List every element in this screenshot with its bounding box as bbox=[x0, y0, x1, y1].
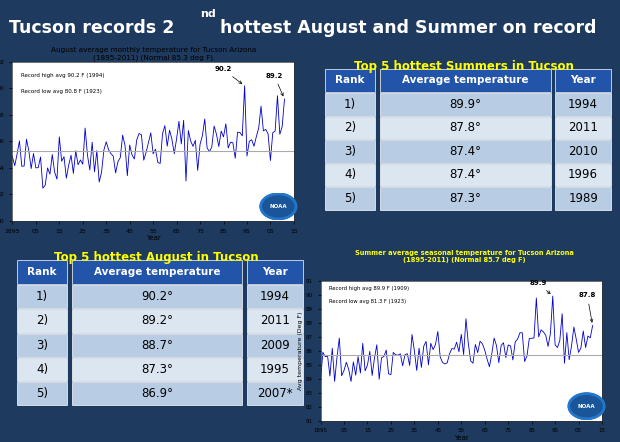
Text: 1): 1) bbox=[344, 98, 356, 111]
Bar bbox=[379, 140, 551, 163]
Text: 2010: 2010 bbox=[569, 145, 598, 158]
Bar bbox=[379, 117, 551, 139]
Bar bbox=[17, 334, 67, 357]
Bar bbox=[326, 164, 375, 186]
Bar bbox=[71, 358, 242, 381]
Bar bbox=[247, 358, 303, 381]
Text: 87.8°: 87.8° bbox=[450, 122, 481, 134]
Circle shape bbox=[260, 194, 296, 219]
Text: Top 5 hottest August in Tucson: Top 5 hottest August in Tucson bbox=[54, 251, 259, 264]
Text: Average temperature: Average temperature bbox=[402, 76, 528, 85]
Text: nd: nd bbox=[200, 9, 215, 19]
Bar bbox=[326, 187, 375, 210]
Bar bbox=[326, 117, 375, 139]
Text: 4): 4) bbox=[36, 363, 48, 376]
Text: Rank: Rank bbox=[27, 267, 57, 277]
Text: Record high avg 90.2 F (1994): Record high avg 90.2 F (1994) bbox=[21, 73, 104, 78]
Text: 88.7°: 88.7° bbox=[141, 339, 173, 352]
Text: 2007*: 2007* bbox=[257, 387, 293, 400]
Bar bbox=[71, 259, 242, 284]
Text: 87.4°: 87.4° bbox=[449, 168, 481, 181]
Text: 1995: 1995 bbox=[260, 363, 290, 376]
Bar bbox=[326, 69, 375, 92]
Bar bbox=[555, 140, 611, 163]
Circle shape bbox=[569, 393, 604, 419]
Text: 2009: 2009 bbox=[260, 339, 290, 352]
X-axis label: Year: Year bbox=[146, 235, 161, 241]
Text: 87.4°: 87.4° bbox=[449, 145, 481, 158]
Bar bbox=[247, 382, 303, 405]
Text: Tucson records 2: Tucson records 2 bbox=[9, 19, 174, 37]
Text: 89.9°: 89.9° bbox=[449, 98, 481, 111]
Text: Year: Year bbox=[262, 267, 288, 277]
Bar bbox=[71, 334, 242, 357]
Bar bbox=[555, 164, 611, 186]
Text: Year: Year bbox=[570, 76, 596, 85]
Bar bbox=[379, 93, 551, 116]
Bar bbox=[17, 358, 67, 381]
Bar bbox=[379, 187, 551, 210]
Text: 87.3°: 87.3° bbox=[450, 192, 481, 205]
Text: 89.2°: 89.2° bbox=[141, 314, 173, 328]
Bar bbox=[17, 285, 67, 308]
Text: 3): 3) bbox=[344, 145, 356, 158]
Bar bbox=[17, 309, 67, 332]
Text: 1994: 1994 bbox=[260, 290, 290, 303]
Title: August average monthly temperature for Tucson Arizona
(1895-2011) (Normal 85.3 d: August average monthly temperature for T… bbox=[50, 46, 256, 61]
Bar bbox=[326, 140, 375, 163]
Text: 5): 5) bbox=[36, 387, 48, 400]
Text: Record high avg 89.9 F (1909): Record high avg 89.9 F (1909) bbox=[329, 286, 409, 291]
Bar bbox=[247, 309, 303, 332]
Text: 89.9: 89.9 bbox=[529, 280, 550, 294]
Text: 90.2: 90.2 bbox=[214, 66, 242, 84]
Text: 89.2: 89.2 bbox=[266, 73, 283, 96]
Bar bbox=[247, 259, 303, 284]
Bar bbox=[247, 334, 303, 357]
Bar bbox=[379, 164, 551, 186]
Bar bbox=[247, 285, 303, 308]
Bar bbox=[71, 285, 242, 308]
Text: 3): 3) bbox=[36, 339, 48, 352]
Bar bbox=[555, 93, 611, 116]
Text: hottest August and Summer on record: hottest August and Summer on record bbox=[214, 19, 596, 37]
Text: Average temperature: Average temperature bbox=[94, 267, 220, 277]
Y-axis label: Avg temperature (Deg F): Avg temperature (Deg F) bbox=[298, 312, 303, 390]
Bar bbox=[555, 187, 611, 210]
Text: 86.9°: 86.9° bbox=[141, 387, 173, 400]
Text: 87.3°: 87.3° bbox=[141, 363, 173, 376]
Text: NOAA: NOAA bbox=[270, 204, 287, 209]
Bar bbox=[17, 259, 67, 284]
Text: 1): 1) bbox=[36, 290, 48, 303]
Bar bbox=[555, 69, 611, 92]
Text: 2): 2) bbox=[36, 314, 48, 328]
Text: 2011: 2011 bbox=[260, 314, 290, 328]
Text: 1994: 1994 bbox=[568, 98, 598, 111]
Bar bbox=[17, 382, 67, 405]
Text: Top 5 hottest Summers in Tucson: Top 5 hottest Summers in Tucson bbox=[355, 60, 574, 73]
Text: 4): 4) bbox=[344, 168, 356, 181]
Text: 5): 5) bbox=[344, 192, 356, 205]
Text: 2011: 2011 bbox=[568, 122, 598, 134]
Text: Record low avg 80.8 F (1923): Record low avg 80.8 F (1923) bbox=[21, 89, 102, 94]
Text: 87.8: 87.8 bbox=[578, 293, 596, 322]
Text: 1989: 1989 bbox=[568, 192, 598, 205]
Text: NOAA: NOAA bbox=[578, 404, 595, 409]
Bar bbox=[326, 93, 375, 116]
Text: Summer average seasonal temperature for Tucson Arizona
(1895-2011) (Normal 85.7 : Summer average seasonal temperature for … bbox=[355, 250, 574, 263]
Bar bbox=[555, 117, 611, 139]
Bar bbox=[71, 382, 242, 405]
X-axis label: Year: Year bbox=[454, 435, 469, 441]
Text: 1996: 1996 bbox=[568, 168, 598, 181]
Text: Rank: Rank bbox=[335, 76, 365, 85]
Text: Record low avg 81.3 F (1923): Record low avg 81.3 F (1923) bbox=[329, 299, 406, 304]
Bar bbox=[379, 69, 551, 92]
Text: 90.2°: 90.2° bbox=[141, 290, 173, 303]
Text: 2): 2) bbox=[344, 122, 356, 134]
Bar bbox=[71, 309, 242, 332]
